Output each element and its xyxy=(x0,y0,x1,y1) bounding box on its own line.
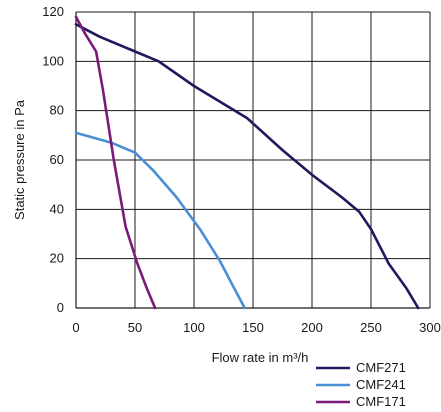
legend-label-cmf241: CMF241 xyxy=(356,377,406,392)
y-tick-label: 20 xyxy=(50,251,64,266)
y-tick-label: 40 xyxy=(50,201,64,216)
x-tick-label: 100 xyxy=(183,320,205,335)
x-tick-label: 50 xyxy=(128,320,142,335)
y-tick-label: 120 xyxy=(42,4,64,19)
y-tick-label: 100 xyxy=(42,53,64,68)
y-tick-label: 60 xyxy=(50,152,64,167)
y-axis-label: Static pressure in Pa xyxy=(12,99,27,220)
y-tick-label: 80 xyxy=(50,103,64,118)
legend: CMF271 CMF241 CMF171 xyxy=(316,360,406,409)
legend-label-cmf171: CMF171 xyxy=(356,394,406,409)
grid xyxy=(76,11,431,308)
legend-label-cmf271: CMF271 xyxy=(356,360,406,375)
x-tick-label: 300 xyxy=(419,320,441,335)
axes xyxy=(75,12,430,309)
y-tick-label: 0 xyxy=(57,300,64,315)
tick-labels: 0 20 40 60 80 100 120 0 50 100 150 200 250 300 xyxy=(42,4,441,335)
x-tick-label: 0 xyxy=(72,320,79,335)
x-tick-label: 150 xyxy=(242,320,264,335)
series-line-cmf241 xyxy=(74,131,246,310)
series-line-cmf271 xyxy=(74,23,420,310)
x-axis-label: Flow rate in m³/h xyxy=(212,350,309,365)
series-line-cmf171 xyxy=(74,15,157,310)
x-tick-label: 200 xyxy=(301,320,323,335)
series-lines xyxy=(74,15,420,310)
x-tick-label: 250 xyxy=(360,320,382,335)
